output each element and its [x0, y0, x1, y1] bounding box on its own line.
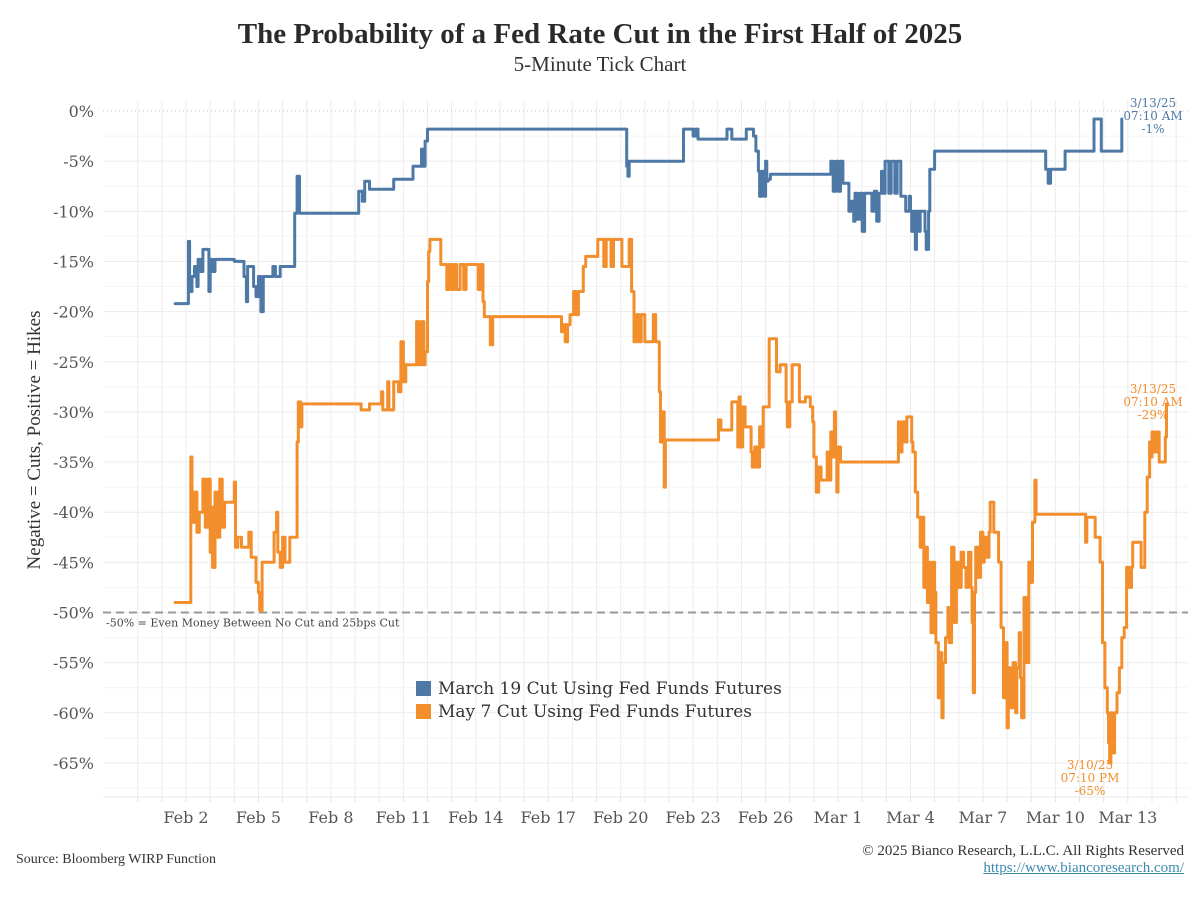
y-tick-label: -5%: [63, 152, 94, 171]
y-tick-label: -40%: [53, 503, 94, 522]
website-link[interactable]: https://www.biancoresearch.com/: [983, 860, 1184, 876]
x-tick-label: Feb 2: [163, 808, 208, 827]
y-axis-ticks: 0% -5% -10% -15% -20% -25% -30% -35% -40% -45% -50…: [53, 102, 94, 773]
may-min-annotation-line: -65%: [1075, 784, 1106, 798]
legend-label-may: May 7 Cut Using Fed Funds Futures: [438, 701, 753, 722]
y-tick-label: 0%: [69, 102, 94, 121]
y-tick-label: -60%: [53, 704, 94, 723]
may-min-annotation-line: 3/10/25: [1067, 758, 1113, 772]
legend-item-may[interactable]: May 7 Cut Using Fed Funds Futures: [416, 700, 782, 723]
copyright-text: © 2025 Bianco Research, L.L.C. All Right…: [862, 843, 1184, 859]
chart-title: The Probability of a Fed Rate Cut in the…: [237, 18, 963, 50]
x-tick-label: Feb 5: [236, 808, 281, 827]
y-tick-label: -45%: [53, 553, 94, 572]
y-tick-label: -15%: [53, 252, 94, 271]
series-lines: [173, 117, 1168, 765]
y-axis-label: Negative = Cuts, Positive = Hikes: [24, 311, 45, 570]
y-tick-label: -35%: [53, 453, 94, 472]
legend-item-march[interactable]: March 19 Cut Using Fed Funds Futures: [416, 677, 782, 700]
legend-label-march: March 19 Cut Using Fed Funds Futures: [438, 678, 782, 699]
legend-swatch-may: [416, 704, 431, 719]
series-line-may-7: [173, 237, 1168, 765]
series-line-march-19: [173, 117, 1124, 314]
x-tick-label: Feb 17: [521, 808, 576, 827]
reference-line-group: -50% = Even Money Between No Cut and 25b…: [103, 611, 1188, 630]
may-end-annotation-line: 07:10 AM: [1123, 395, 1182, 409]
source-note: Source: Bloomberg WIRP Function: [16, 852, 217, 867]
x-tick-label: Feb 23: [665, 808, 720, 827]
may-end-annotation-line: 3/13/25: [1130, 382, 1176, 396]
legend-swatch-march: [416, 681, 431, 696]
march-end-annotation-line: 3/13/25: [1130, 96, 1176, 110]
march-end-annotation-line: -1%: [1141, 122, 1164, 136]
x-tick-label: Mar 7: [959, 808, 1008, 827]
copyright-block: © 2025 Bianco Research, L.L.C. All Right…: [862, 843, 1184, 877]
x-tick-label: Mar 13: [1098, 808, 1157, 827]
x-tick-label: Feb 20: [593, 808, 648, 827]
even-money-label: -50% = Even Money Between No Cut and 25b…: [106, 617, 400, 630]
x-tick-label: Feb 11: [376, 808, 431, 827]
x-tick-label: Mar 10: [1026, 808, 1085, 827]
x-tick-label: Mar 4: [886, 808, 935, 827]
legend: March 19 Cut Using Fed Funds Futures May…: [416, 677, 782, 723]
y-tick-label: -30%: [53, 403, 94, 422]
may-min-annotation-line: 07:10 PM: [1061, 771, 1120, 785]
y-tick-label: -20%: [53, 303, 94, 322]
x-tick-label: Feb 26: [738, 808, 793, 827]
x-tick-label: Feb 8: [308, 808, 353, 827]
y-tick-label: -65%: [53, 754, 94, 773]
chart-subtitle: 5-Minute Tick Chart: [513, 52, 687, 76]
y-tick-label: -55%: [53, 654, 94, 673]
march-end-annotation-line: 07:10 AM: [1123, 109, 1182, 123]
y-tick-label: -25%: [53, 353, 94, 372]
y-tick-label: -10%: [53, 202, 94, 221]
x-tick-label: Mar 1: [814, 808, 863, 827]
may-end-annotation-line: -29%: [1138, 408, 1169, 422]
y-tick-label: -50%: [53, 604, 94, 623]
x-axis-ticks: Feb 2 Feb 5 Feb 8 Feb 11 Feb 14 Feb 17 Feb 20 F…: [163, 808, 1157, 827]
x-tick-label: Feb 14: [448, 808, 503, 827]
